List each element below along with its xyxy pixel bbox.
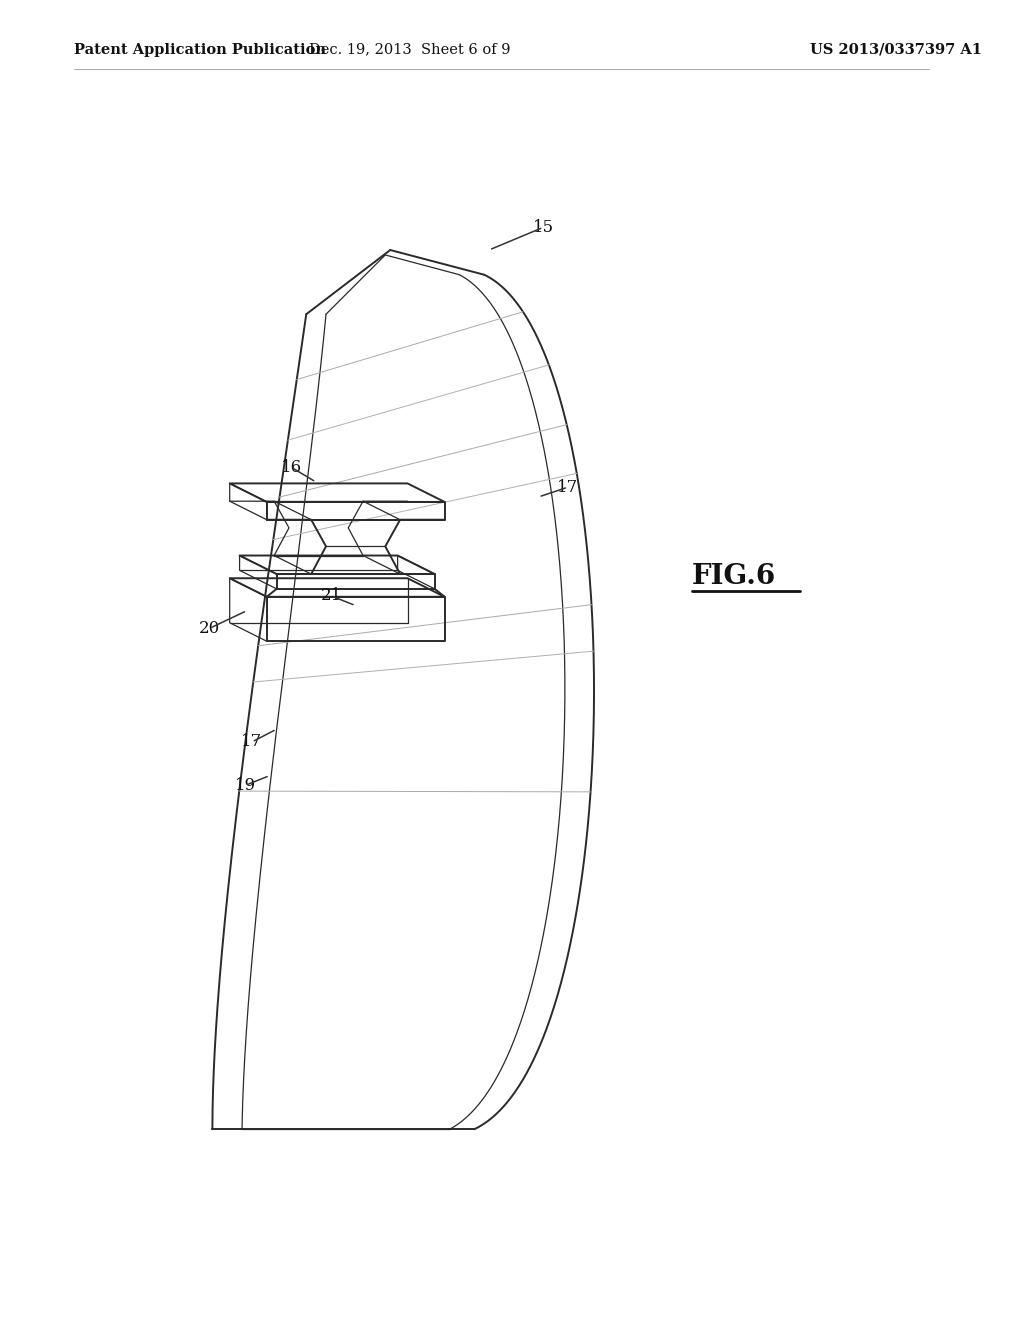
Text: 21: 21	[321, 587, 342, 605]
Text: US 2013/0337397 A1: US 2013/0337397 A1	[810, 42, 982, 57]
Text: 20: 20	[199, 620, 220, 636]
Text: 17: 17	[557, 479, 579, 495]
Text: 17: 17	[242, 734, 262, 751]
Text: Dec. 19, 2013  Sheet 6 of 9: Dec. 19, 2013 Sheet 6 of 9	[309, 42, 511, 57]
Text: FIG.6: FIG.6	[691, 562, 776, 590]
Text: 19: 19	[234, 777, 256, 793]
Text: 16: 16	[281, 459, 302, 475]
Text: Patent Application Publication: Patent Application Publication	[74, 42, 326, 57]
Text: 15: 15	[532, 219, 554, 236]
